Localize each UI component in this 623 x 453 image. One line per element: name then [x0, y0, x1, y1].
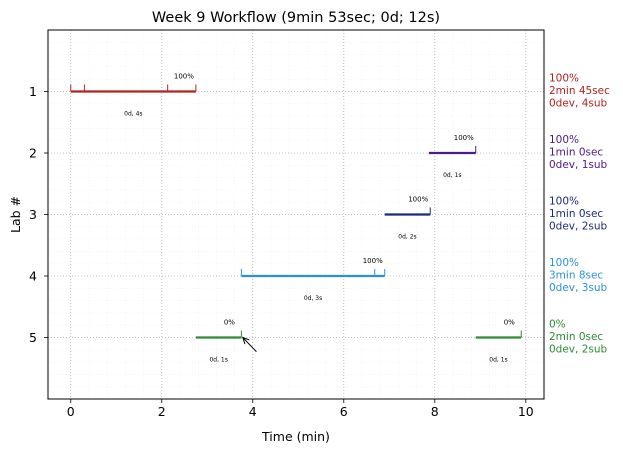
- lab-3-summary-line: 100%: [549, 196, 579, 208]
- lab-3-percent-label: 100%: [408, 196, 428, 204]
- lab-2-summary-line: 1min 0sec: [549, 147, 603, 159]
- lab-5-percent-label: 0%: [504, 319, 515, 327]
- plot-data: 100% 0d, 4s 100% 0d, 1s 100% 0d, 2s 100% 0d, 3s…: [70, 73, 522, 364]
- lab-5-submission-label: 0d, 1s: [489, 357, 507, 364]
- grid: [48, 30, 544, 399]
- lab-5-percent-label: 0%: [224, 319, 235, 327]
- chart-title: Week 9 Workflow (9min 53sec; 0d; 12s): [152, 10, 440, 26]
- lab-1-percent-label: 100%: [174, 73, 194, 81]
- lab-5-summary-line: 2min 0sec: [549, 331, 603, 343]
- lab-4-summary-line: 3min 8sec: [549, 270, 603, 282]
- lab-5-summary-line: 0%: [549, 319, 566, 331]
- y-tick-label: 4: [29, 269, 37, 284]
- plot-area-frame: [47, 29, 545, 400]
- x-tick-label: 0: [67, 404, 75, 419]
- x-tick-label: 10: [518, 404, 534, 419]
- lab-5-summary-line: 0dev, 2sub: [549, 344, 608, 356]
- lab-2-percent-label: 100%: [454, 134, 474, 142]
- y-tick-label: 1: [29, 84, 37, 99]
- annotation-arrow-head: [241, 336, 250, 345]
- lab-3-summary-line: 1min 0sec: [549, 208, 603, 220]
- lab-4-summary-line: 100%: [549, 257, 579, 269]
- lab-3-submission-label: 0d, 2s: [398, 234, 416, 241]
- x-tick-label: 6: [340, 404, 348, 419]
- x-axis-label: Time (min): [261, 429, 330, 444]
- y-axis-label: Lab #: [8, 196, 23, 233]
- y-tick-label: 2: [29, 146, 37, 161]
- lab-1-summary-line: 2min 45sec: [549, 85, 610, 97]
- lab-2-submission-label: 0d, 1s: [443, 172, 461, 179]
- x-tick-label: 2: [158, 404, 166, 419]
- y-tick-label: 5: [29, 330, 37, 345]
- lab-3-summary-line: 0dev, 2sub: [549, 221, 608, 233]
- lab-4-summary-line: 0dev, 3sub: [549, 282, 608, 294]
- lab-2-summary-line: 100%: [549, 134, 579, 146]
- lab-4-submission-label: 0d, 3s: [304, 295, 322, 302]
- annotation-arrow-shaft: [242, 337, 257, 352]
- lab-2-summary-line: 0dev, 1sub: [549, 159, 608, 171]
- lab-4-percent-label: 100%: [363, 257, 383, 265]
- lab-1-summary-line: 0dev, 4sub: [549, 98, 608, 110]
- x-tick-label: 8: [431, 404, 439, 419]
- lab-1-submission-label: 0d, 4s: [124, 111, 142, 118]
- x-tick-label: 4: [249, 404, 257, 419]
- lab-5-submission-label: 0d, 1s: [209, 357, 227, 364]
- y-tick-label: 3: [29, 207, 37, 222]
- lab-1-summary-line: 100%: [549, 73, 579, 85]
